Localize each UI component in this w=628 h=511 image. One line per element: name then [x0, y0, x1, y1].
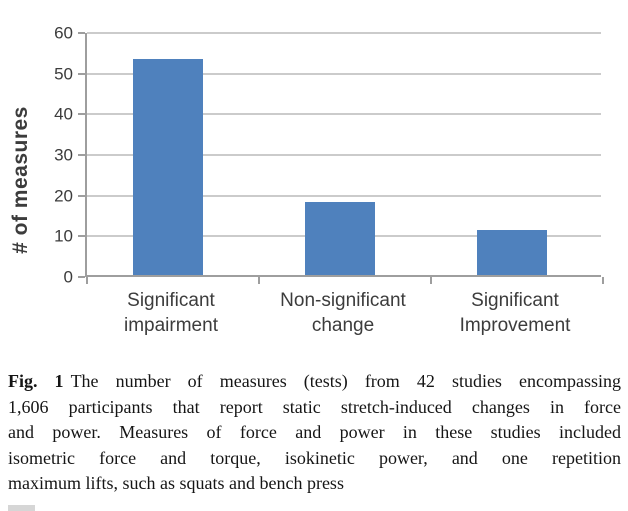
y-axis-tick — [78, 195, 85, 197]
y-axis-title: # of measures — [9, 106, 32, 254]
gridline — [87, 195, 601, 197]
y-axis-tick — [78, 276, 85, 278]
y-tick-label: 10 — [54, 226, 73, 246]
y-tick-label: 50 — [54, 64, 73, 84]
x-category-label-1: Significant impairment — [124, 290, 218, 336]
figure-number-label: Fig. 1 — [8, 371, 64, 391]
caption-text: The number of measures (tests) from 42 s… — [70, 371, 621, 391]
x-category-label-3: Significant Improvement — [459, 290, 571, 336]
y-axis-tick — [78, 235, 85, 237]
caption-line-4: isometric force and torque, isokinetic p… — [8, 447, 621, 468]
plot-area: 0 10 20 30 40 50 60 — [54, 25, 604, 286]
caption-line-1: Fig. 1 The number of measures (tests) fro… — [8, 369, 621, 395]
x-axis-labels: Significant impairment Non-significant ch… — [85, 288, 601, 338]
bar-1 — [133, 59, 203, 275]
cropped-next-line-artifact — [8, 505, 35, 511]
x-axis-tick — [602, 277, 604, 284]
caption-line-3: and power. Measures of force and power i… — [8, 422, 621, 443]
gridline — [87, 113, 601, 115]
y-axis-tick — [78, 73, 85, 75]
x-category-label-2: Non-significant change — [280, 290, 406, 336]
y-tick-label: 40 — [54, 104, 73, 124]
bar-3 — [477, 230, 547, 275]
caption-line-2: 1,606 participants that report static st… — [8, 396, 621, 417]
y-tick-label: 20 — [54, 186, 73, 206]
y-tick-label: 0 — [63, 267, 73, 287]
y-tick-label: 60 — [54, 23, 73, 43]
y-axis-tick — [78, 32, 85, 34]
gridline — [87, 73, 601, 75]
gridline — [87, 32, 601, 34]
x-axis-tick — [258, 277, 260, 284]
y-tick-label: 30 — [54, 145, 73, 165]
caption-line-5: maximum lifts, such as squats and bench … — [8, 473, 344, 494]
bar-chart-figure: # of measures 0 10 20 30 40 50 60 Significant … — [9, 25, 604, 338]
x-axis-tick — [86, 277, 88, 284]
gridline — [87, 154, 601, 156]
y-axis-tick — [78, 113, 85, 115]
x-axis-tick — [430, 277, 432, 284]
figure-caption: Fig. 1 The number of measures (tests) fro… — [8, 369, 621, 497]
y-axis-tick — [78, 154, 85, 156]
bar-2 — [305, 202, 375, 275]
